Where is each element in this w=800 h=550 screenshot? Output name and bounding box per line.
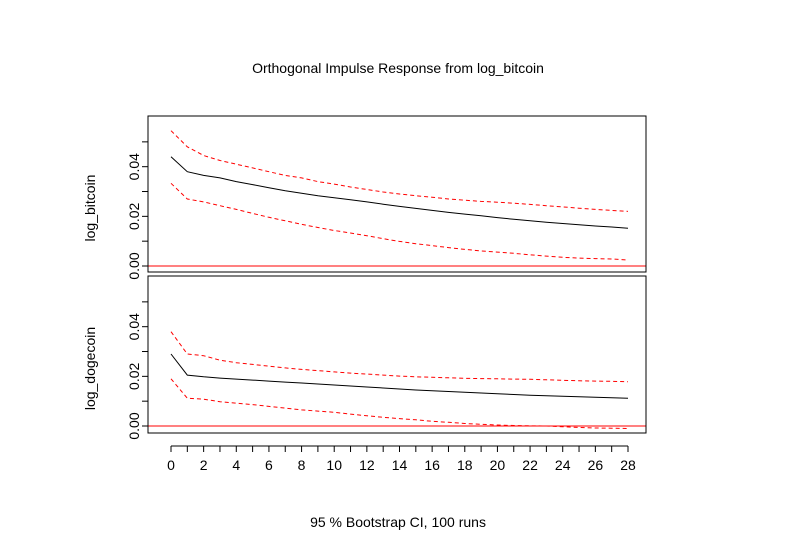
- x-tick-label: 28: [620, 457, 636, 473]
- x-axis: 0 2 4 6 8 10 12 14 16 18 20 22 24 26 28: [167, 445, 636, 473]
- series-lower-line: [170, 378, 629, 429]
- x-tick-label: 6: [265, 457, 273, 473]
- y-axis-label: log_dogecoin: [82, 327, 98, 410]
- x-tick-label: 26: [588, 457, 604, 473]
- y-tick-label: 0.04: [126, 153, 142, 180]
- x-tick-label: 20: [490, 457, 506, 473]
- x-tick-label: 14: [392, 457, 408, 473]
- panels-group: 0.00 0.02 0.04 log_bitcoin 0.00 0.02 0.04 log_d…: [82, 115, 647, 440]
- panel-frame: [147, 115, 647, 273]
- x-tick-label: 24: [555, 457, 571, 473]
- panel-frame: [147, 275, 647, 434]
- x-tick-label: 10: [326, 457, 342, 473]
- panel-log-dogecoin: 0.00 0.02 0.04 log_dogecoin: [82, 275, 647, 440]
- x-tick-label: 4: [232, 457, 240, 473]
- y-tick-label: 0.04: [126, 313, 142, 340]
- x-axis-label: 95 % Bootstrap CI, 100 runs: [310, 514, 486, 530]
- x-tick-label: 18: [457, 457, 473, 473]
- chart-title: Orthogonal Impulse Response from log_bit…: [252, 60, 544, 76]
- series-upper-line: [170, 331, 629, 383]
- x-tick-label: 22: [522, 457, 538, 473]
- series-upper-line: [170, 130, 629, 212]
- y-tick-label: 0.00: [126, 252, 142, 279]
- series-irf-line: [170, 353, 629, 399]
- panel-log-bitcoin: 0.00 0.02 0.04 log_bitcoin: [82, 115, 647, 280]
- x-tick-label: 12: [359, 457, 375, 473]
- series-irf-line: [170, 156, 629, 229]
- y-tick-label: 0.02: [126, 203, 142, 230]
- x-tick-label: 2: [200, 457, 208, 473]
- x-tick-label: 16: [424, 457, 440, 473]
- y-tick-label: 0.00: [126, 412, 142, 439]
- x-tick-label: 0: [167, 457, 175, 473]
- y-tick-label: 0.02: [126, 363, 142, 390]
- series-lower-line: [170, 182, 629, 261]
- x-tick-label: 8: [298, 457, 306, 473]
- y-axis-label: log_bitcoin: [82, 175, 98, 242]
